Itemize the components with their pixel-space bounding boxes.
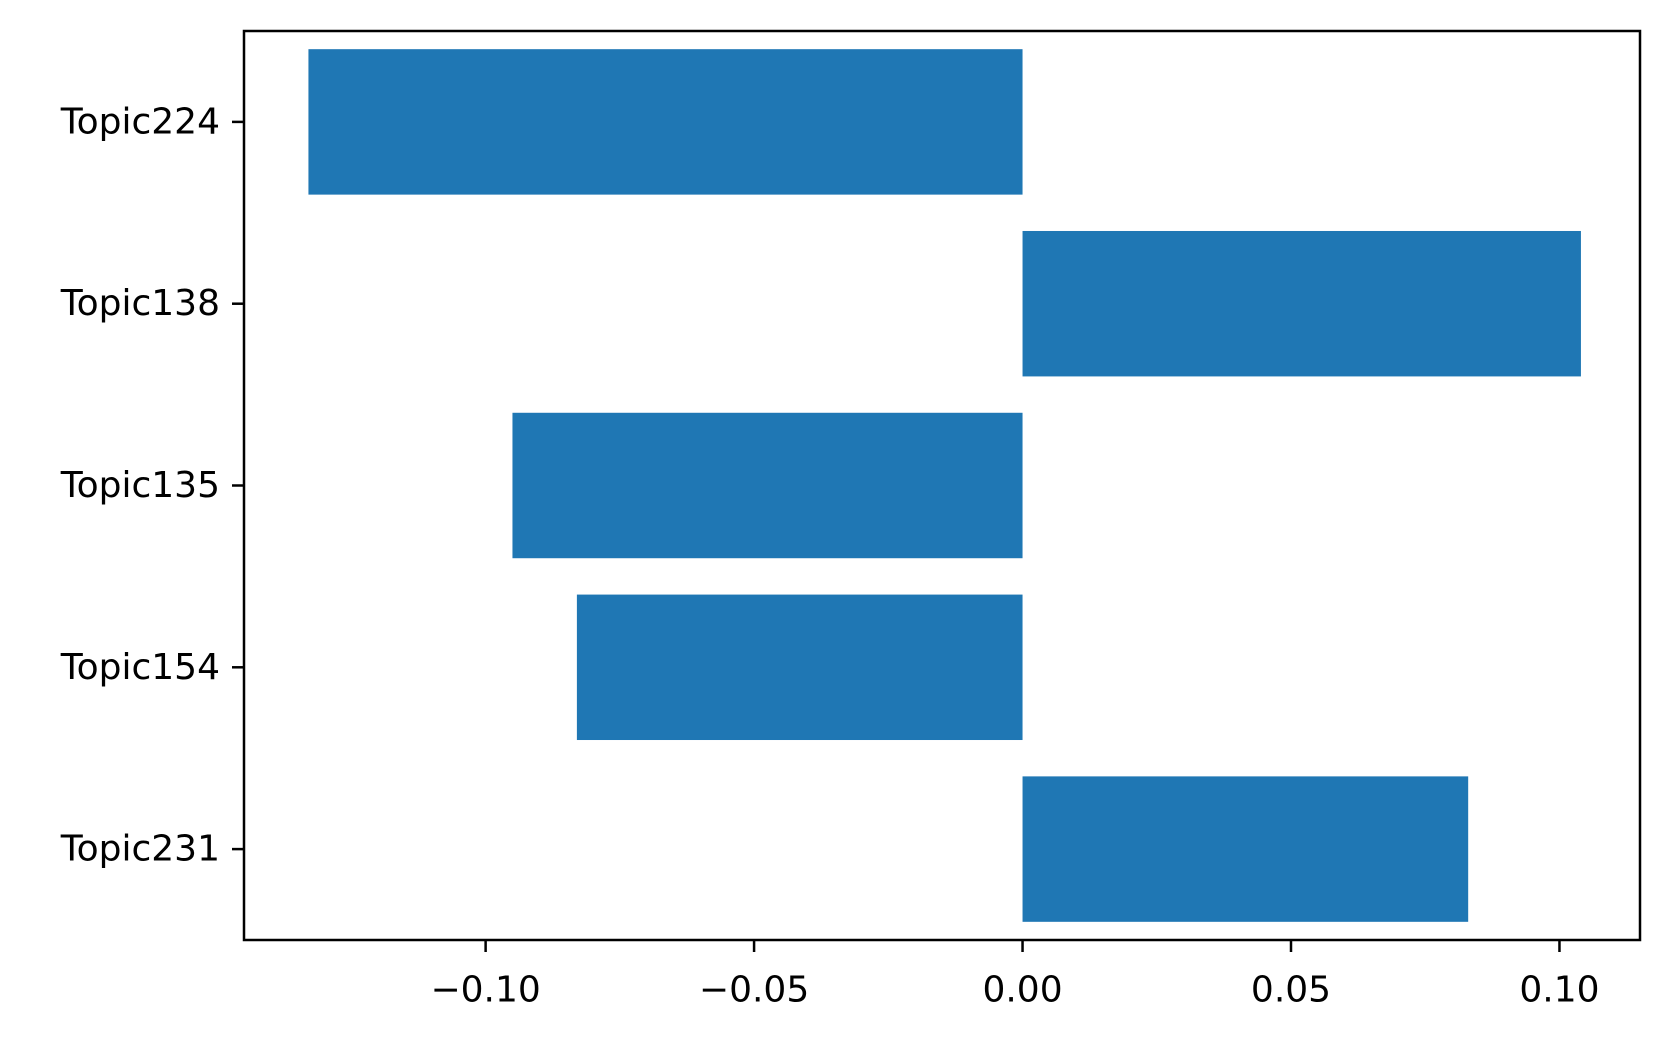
y-tick-label: Topic224 xyxy=(60,101,220,142)
y-tick-label: Topic154 xyxy=(60,647,220,688)
bar-topic135 xyxy=(512,412,1023,559)
y-tick-label: Topic135 xyxy=(60,465,220,506)
y-tick-label: Topic138 xyxy=(60,283,220,324)
bars-layer xyxy=(308,49,1581,922)
x-tick-label: 0.05 xyxy=(1251,970,1331,1011)
y-tick-label: Topic231 xyxy=(60,829,220,870)
plot-frame xyxy=(242,29,1642,942)
x-tick-label: 0.10 xyxy=(1519,970,1599,1011)
x-tick-label: −0.10 xyxy=(430,970,540,1011)
bar-topic224 xyxy=(308,49,1023,195)
y-axis: Topic224 Topic138 Topic135 Topic154 Topic231 xyxy=(60,101,244,870)
bar-topic138 xyxy=(1022,230,1581,377)
bar-topic154 xyxy=(576,594,1023,741)
x-axis: −0.10 −0.05 0.00 0.05 0.10 xyxy=(430,940,1600,1011)
bar-topic231 xyxy=(1022,776,1469,922)
x-tick-label: 0.00 xyxy=(982,970,1062,1011)
x-tick-label: −0.05 xyxy=(699,970,809,1011)
